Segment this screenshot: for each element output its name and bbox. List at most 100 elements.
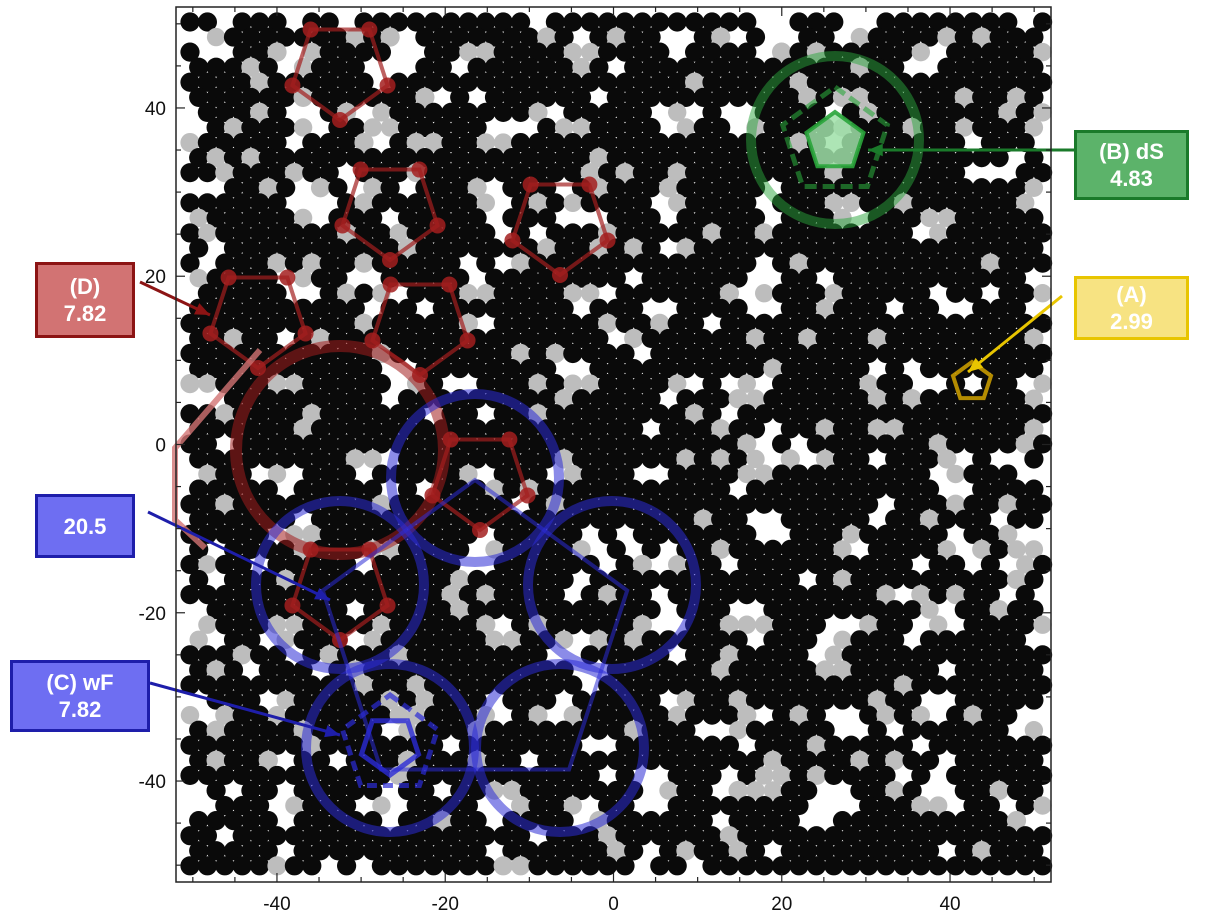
atom-dark	[928, 826, 948, 846]
atom-dark	[998, 253, 1018, 273]
atom-dark	[197, 12, 217, 32]
atom-dark	[685, 675, 705, 695]
atom-dark	[867, 539, 887, 559]
atom-dark	[911, 404, 931, 424]
atom-dark	[667, 434, 687, 454]
atom-light	[180, 374, 200, 394]
atom-dark	[780, 780, 800, 801]
atom-dark	[215, 795, 235, 816]
arrow-a	[967, 294, 1063, 374]
atom-dark	[554, 569, 574, 590]
atom-light	[885, 780, 905, 801]
atom-dark	[650, 675, 670, 695]
atom-dark	[832, 841, 853, 861]
atom-dark	[328, 479, 348, 499]
atom-light	[380, 27, 400, 47]
atom-light	[789, 253, 809, 273]
atom-dark	[215, 615, 235, 635]
atom-dark	[946, 193, 966, 213]
atom-dark	[850, 811, 870, 831]
atom-dark	[606, 449, 626, 469]
atom-dark	[989, 268, 1009, 288]
atom-dark	[310, 268, 331, 288]
cluster-vertex-dot	[472, 522, 488, 538]
atom-dark	[476, 12, 496, 32]
atom-dark	[302, 434, 322, 454]
atom-dark	[484, 57, 505, 77]
atom-dark	[754, 494, 774, 514]
atom-dark	[832, 479, 853, 499]
atom-dark	[980, 705, 1001, 725]
atom-dark	[441, 705, 461, 725]
atom-dark	[615, 374, 635, 394]
atom-dark	[624, 509, 644, 529]
atom-dark	[911, 524, 931, 544]
atom-dark	[650, 283, 670, 303]
atom-light	[893, 675, 914, 695]
atom-dark	[963, 856, 983, 876]
atom-dark	[632, 675, 653, 695]
atom-dark	[937, 509, 957, 529]
atom-dark	[876, 42, 896, 62]
atom-dark	[502, 600, 522, 620]
atom-light	[267, 253, 287, 273]
atom-dark	[554, 720, 574, 740]
atom-dark	[754, 313, 774, 333]
atom-dark	[1006, 27, 1027, 47]
callout-b-ds: (B) dS 4.83	[1074, 130, 1189, 200]
atom-dark	[598, 253, 618, 273]
atom-light	[876, 705, 896, 725]
atom-dark	[702, 735, 722, 755]
atom-dark	[197, 826, 217, 846]
atom-dark	[963, 193, 983, 213]
atom-dark	[702, 494, 722, 514]
atom-light	[598, 584, 618, 605]
atom-dark	[702, 856, 722, 876]
atom-dark	[789, 524, 809, 544]
atom-dark	[502, 569, 522, 590]
atom-light	[867, 690, 887, 710]
atom-dark	[615, 645, 635, 665]
atom-dark	[493, 735, 513, 755]
atom-light	[937, 27, 957, 47]
atom-dark	[685, 253, 705, 273]
atom-light	[842, 193, 861, 213]
atom-dark	[693, 449, 713, 469]
atom-light	[668, 555, 687, 574]
atom-dark	[424, 102, 444, 123]
atom-dark	[250, 283, 270, 303]
atom-dark	[928, 735, 948, 755]
atom-dark	[1033, 554, 1053, 575]
atom-dark	[537, 479, 557, 499]
atom-dark	[745, 690, 766, 710]
atom-dark	[902, 780, 922, 801]
atom-dark	[772, 404, 792, 424]
atom-dark	[841, 72, 861, 92]
callout-d-label: (D)	[69, 274, 101, 299]
atom-dark	[458, 163, 478, 183]
atom-dark	[867, 268, 887, 288]
atom-dark	[276, 178, 296, 198]
atom-dark	[380, 328, 400, 349]
atom-dark	[998, 464, 1018, 484]
atom-dark	[946, 12, 966, 32]
atom-dark	[206, 811, 226, 831]
atom-dark	[885, 509, 905, 529]
atom-dark	[397, 389, 418, 409]
atom-dark	[197, 163, 217, 183]
atom-dark	[580, 434, 600, 454]
atom-dark	[980, 584, 1001, 605]
atom-dark	[911, 283, 931, 303]
atom-dark	[798, 600, 818, 620]
atom-dark	[397, 298, 418, 318]
atom-dark	[458, 223, 478, 243]
atom-light	[824, 284, 843, 303]
atom-dark	[180, 313, 200, 333]
atom-dark	[632, 72, 653, 92]
atom-dark	[310, 358, 331, 379]
atom-dark	[676, 720, 696, 740]
atom-dark	[780, 600, 800, 620]
atom-light	[746, 389, 765, 408]
atom-dark	[632, 193, 653, 213]
atom-light	[911, 705, 930, 725]
